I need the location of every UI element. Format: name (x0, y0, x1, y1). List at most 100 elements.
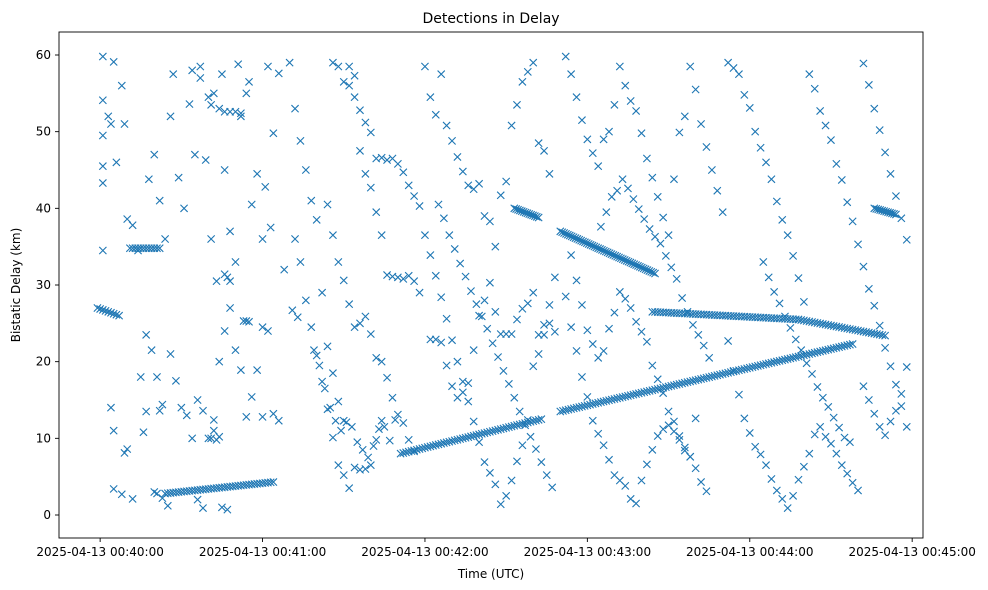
data-point (550, 327, 559, 336)
data-point (605, 455, 614, 464)
data-point (334, 461, 343, 470)
data-point (134, 246, 143, 255)
x-tick-label: 2025-04-13 00:45:00 (848, 545, 975, 559)
data-point-track-left-30 (109, 309, 118, 318)
y-tick-label: 40 (36, 201, 51, 215)
data-point (802, 359, 811, 368)
data-point (431, 110, 440, 119)
data-point (613, 186, 622, 195)
data-point (642, 154, 651, 163)
data-point (829, 413, 838, 422)
data-point (174, 173, 183, 182)
data-point (307, 323, 316, 332)
data-point (393, 410, 402, 419)
data-point (366, 330, 375, 339)
data-point (180, 204, 189, 213)
data-point-track-left-30 (93, 304, 102, 312)
data-point (523, 299, 532, 308)
data-point (334, 258, 343, 266)
data-point (572, 346, 581, 355)
data-point (472, 300, 481, 309)
points-layer (93, 52, 911, 514)
data-point (420, 231, 429, 240)
data-point (399, 168, 408, 177)
data-point (832, 449, 841, 458)
data-point (339, 471, 348, 480)
data-point-track-mid-descending (881, 331, 890, 340)
data-point (391, 415, 400, 424)
data-point (859, 382, 868, 391)
data-point (789, 251, 798, 260)
data-point (171, 376, 180, 385)
data-point (729, 366, 738, 375)
data-point (813, 382, 822, 391)
data-point (843, 198, 852, 207)
data-point (475, 311, 484, 320)
data-point (518, 77, 527, 86)
data-point (196, 62, 205, 71)
data-point (818, 393, 827, 402)
data-point (356, 319, 364, 328)
data-point (204, 93, 213, 102)
data-point (161, 235, 170, 243)
data-point (361, 465, 370, 473)
data-point (185, 100, 194, 109)
data-point (507, 330, 516, 339)
data-point (312, 215, 321, 224)
data-point (496, 191, 505, 200)
data-point (442, 121, 451, 130)
data-point (393, 159, 402, 168)
data-point (434, 200, 443, 209)
data-point (448, 336, 457, 345)
data-point-track-low-rising (266, 478, 275, 487)
data-point (699, 341, 708, 350)
data-point (399, 419, 408, 427)
data-point (864, 284, 873, 293)
data-point (485, 278, 494, 287)
data-point (450, 244, 459, 253)
data-point (502, 177, 511, 186)
data-point (190, 150, 199, 159)
data-point (705, 353, 714, 362)
data-point (875, 321, 884, 330)
data-point-track-descending (651, 269, 660, 278)
data-point (826, 439, 835, 448)
data-point (529, 58, 538, 67)
data-point (193, 396, 202, 404)
data-point (626, 494, 635, 503)
data-point (345, 81, 354, 90)
data-point (713, 186, 722, 195)
data-point (588, 416, 597, 425)
data-point (667, 263, 676, 272)
data-point (242, 317, 251, 326)
data-point (669, 417, 678, 426)
data-point (120, 120, 129, 128)
data-point (821, 121, 830, 130)
data-point (491, 480, 500, 489)
data-point (653, 432, 662, 441)
data-point (640, 215, 649, 224)
data-point (656, 239, 665, 248)
data-point (734, 390, 743, 399)
data-point (512, 100, 521, 109)
x-tick-label: 2025-04-13 00:44:00 (686, 545, 813, 559)
data-point (253, 169, 262, 178)
data-point (537, 458, 546, 467)
data-point (166, 350, 175, 358)
data-point (567, 70, 576, 79)
data-point (380, 422, 389, 431)
data-point (675, 432, 684, 441)
data-point (548, 483, 557, 492)
data-point (629, 195, 638, 204)
data-point (653, 192, 662, 201)
data-point (458, 388, 467, 397)
data-point (312, 351, 321, 360)
data-point (158, 400, 167, 409)
data-point (572, 276, 581, 285)
data-point (112, 158, 121, 167)
data-point (242, 412, 251, 421)
data-point (150, 150, 159, 159)
data-point (372, 208, 381, 217)
data-point (345, 484, 354, 493)
